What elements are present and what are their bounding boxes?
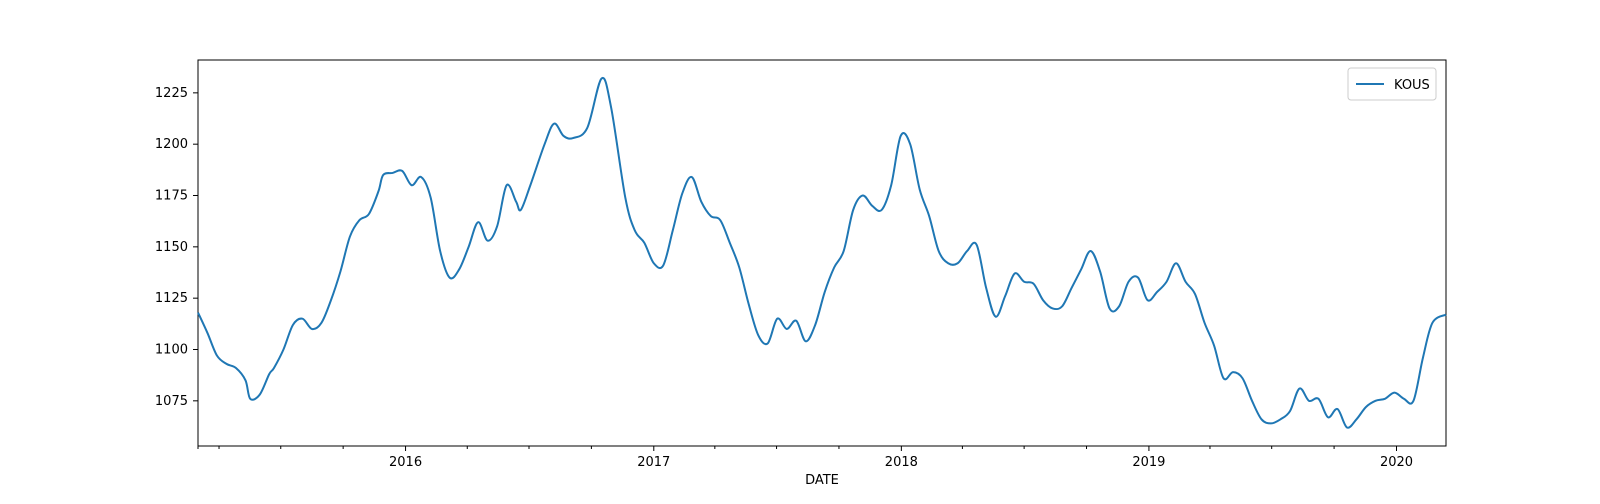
y-tick-label: 1075 [155,394,188,409]
x-tick-label: 2018 [885,455,918,470]
series-line-kous [197,76,1447,429]
y-tick-label: 1225 [155,86,188,101]
y-tick-label: 1125 [155,291,188,306]
y-tick-label: 1175 [155,189,188,204]
y-tick-label: 1100 [155,343,188,358]
plot-frame [197,59,1447,447]
x-tick-label: 2017 [637,455,670,470]
y-tick-label: 1200 [155,137,188,152]
legend-label: KOUS [1394,78,1430,93]
x-tick-label: 2020 [1380,455,1413,470]
x-tick-label: 2016 [389,455,422,470]
x-tick-label: 2019 [1132,455,1165,470]
y-tick-label: 1150 [155,240,188,255]
x-axis-label: DATE [805,473,839,488]
legend-box [1347,67,1437,101]
